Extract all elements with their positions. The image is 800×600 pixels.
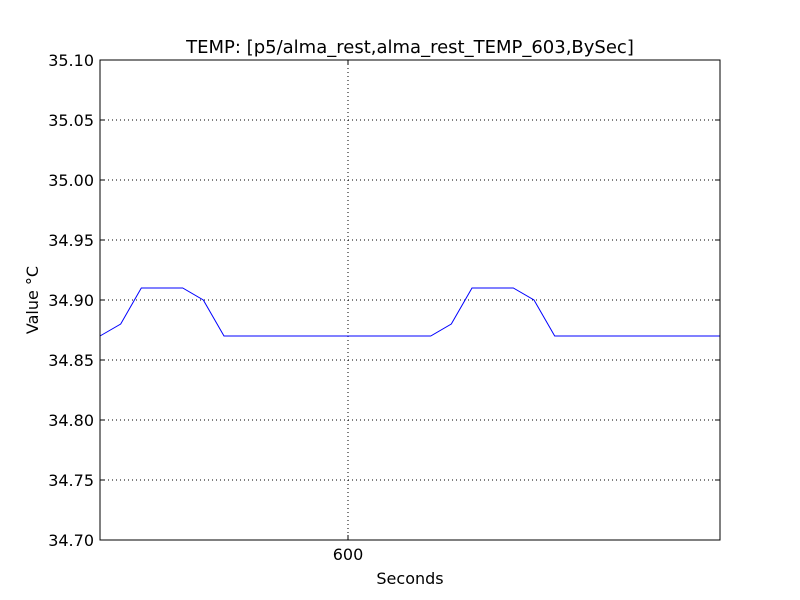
y-tick-label: 34.75 [48, 471, 94, 490]
y-tick-label: 35.00 [48, 171, 94, 190]
x-axis-label: Seconds [376, 569, 443, 588]
y-tick-label: 35.10 [48, 51, 94, 70]
chart-title: TEMP: [p5/alma_rest,alma_rest_TEMP_603,B… [185, 37, 634, 58]
y-tick-label: 34.80 [48, 411, 94, 430]
y-tick-label: 34.85 [48, 351, 94, 370]
series-layer [99, 287, 720, 337]
y-tick-label: 34.95 [48, 231, 94, 250]
series-line-0 [99, 287, 720, 337]
x-tick-label: 600 [333, 545, 364, 564]
y-tick-label: 34.90 [48, 291, 94, 310]
y-tick-label: 35.05 [48, 111, 94, 130]
y-tick-label: 34.70 [48, 531, 94, 550]
y-axis-label: Value °C [23, 266, 42, 334]
grid-lines [100, 60, 720, 540]
axis-ticks: 34.70 34.75 34.80 34.85 34.90 34.95 35.00 35.05… [48, 51, 720, 564]
